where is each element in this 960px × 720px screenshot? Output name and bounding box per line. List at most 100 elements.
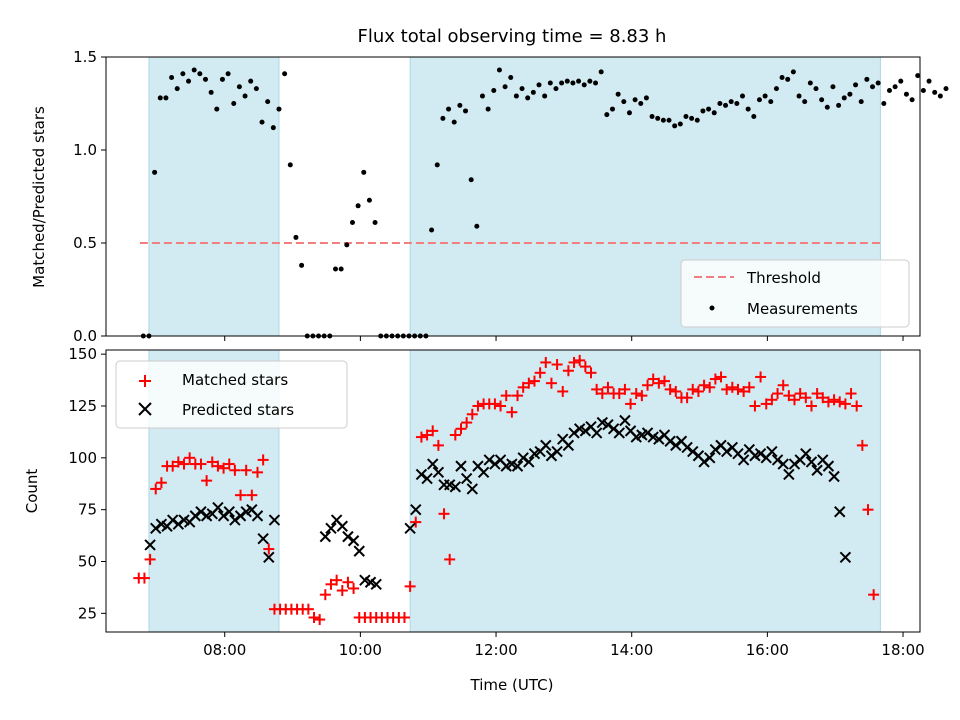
measurement-point [886, 87, 892, 93]
measurement-point [293, 234, 299, 240]
measurement-point [446, 106, 452, 112]
measurement-point [366, 197, 372, 203]
measurement-point [909, 97, 915, 103]
measurement-point [807, 80, 813, 86]
matched-star-point [862, 504, 874, 516]
measurement-point [717, 101, 723, 106]
predicted-star-point [653, 433, 665, 445]
predicted-star-point [217, 510, 230, 522]
predicted-stars-points [144, 414, 852, 591]
predicted-star-point [336, 520, 348, 532]
predicted-star-point [822, 460, 835, 472]
matched-star-point [348, 582, 360, 594]
matched-star-point [308, 611, 320, 623]
predicted-star-point [421, 472, 433, 485]
matched-star-point [839, 398, 851, 410]
matched-star-point [404, 580, 416, 592]
matched-star-point [817, 392, 829, 404]
predicted-star-point [788, 458, 801, 470]
predicted-star-point [619, 414, 631, 427]
bottom-y-tick-label: 150 [68, 345, 97, 363]
measurement-point [836, 102, 842, 108]
predicted-star-point [195, 506, 207, 518]
predicted-star-point [268, 514, 281, 526]
predicted-star-point [687, 445, 699, 458]
matched-star-point [150, 483, 162, 495]
measurement-point [598, 69, 604, 75]
predicted-star-point [670, 439, 682, 452]
x-tick-label: 16:00 [746, 641, 789, 659]
matched-star-point [709, 373, 721, 385]
predicted-star-point [805, 456, 818, 468]
predicted-star-point [811, 464, 823, 476]
measurement-point [186, 78, 192, 84]
matched-star-point [302, 603, 314, 615]
measurement-point [276, 106, 282, 112]
measurement-point [858, 99, 864, 105]
matched-star-point [545, 377, 557, 389]
predicted-star-point [613, 427, 625, 439]
bottom-panel: 25 50 75 100 125 150 08:00 10:00 12:00 14:00 16:0… [23, 345, 925, 694]
chart-title: Flux total observing time = 8.83 h [358, 26, 667, 47]
matched-star-point [625, 398, 637, 410]
matched-star-point [777, 379, 789, 391]
measurement-point [248, 78, 254, 84]
predicted-star-point [477, 466, 490, 479]
measurement-point [344, 242, 350, 248]
measurement-point [152, 169, 158, 175]
matched-star-point [218, 462, 230, 474]
measurement-point [615, 91, 621, 97]
matched-star-point [715, 371, 727, 383]
measurement-point [253, 86, 259, 92]
measurement-point [508, 74, 514, 80]
x-axis-label: Time (UTC) [470, 676, 554, 694]
measurement-point [723, 102, 729, 108]
matched-star-point [144, 553, 156, 565]
measurement-point [785, 76, 791, 82]
measurement-point [937, 93, 943, 99]
measurement-point [621, 99, 627, 105]
matched-star-point [523, 377, 535, 389]
matched-star-point [704, 381, 716, 393]
measurement-point [463, 108, 469, 114]
matched-star-point [472, 400, 484, 412]
matched-legend-icon [139, 375, 151, 387]
matched-star-point [466, 408, 478, 420]
predicted-legend-icon [138, 402, 152, 416]
measurement-point [864, 76, 870, 82]
matched-star-point [794, 388, 806, 400]
measurement-point [920, 87, 926, 93]
measurement-point [898, 78, 904, 84]
measurement-point [338, 266, 344, 272]
matched-star-point [314, 614, 326, 626]
matched-star-point [512, 390, 524, 402]
matched-star-point [331, 574, 343, 586]
matched-star-point [432, 439, 444, 451]
matched-star-point [692, 385, 704, 397]
measurement-point [779, 74, 785, 80]
measurement-point [502, 84, 508, 90]
matched-star-point [579, 361, 591, 373]
matched-star-point [246, 489, 258, 501]
matched-star-point [438, 508, 450, 520]
predicted-star-point [517, 452, 529, 464]
measurement-point [604, 112, 610, 118]
predicted-star-point [212, 501, 224, 514]
predicted-star-point [144, 539, 156, 551]
measurement-point [943, 86, 949, 92]
measurement-point [626, 110, 632, 116]
predicted-star-point [353, 545, 365, 557]
matched-star-point [195, 458, 207, 470]
top-y-tick-label: 0.5 [73, 234, 97, 252]
matched-star-point [155, 477, 167, 489]
matched-star-point [743, 381, 755, 393]
bottom-legend: Matched stars Predicted stars [115, 360, 348, 429]
measurement-point [932, 89, 938, 95]
predicted-star-point [342, 530, 354, 543]
matched-star-point [721, 383, 733, 395]
matched-star-point [410, 516, 422, 528]
measurement-point [236, 84, 242, 90]
matched-star-point [528, 375, 540, 387]
measurement-point [355, 203, 361, 209]
matched-star-point [772, 388, 784, 400]
